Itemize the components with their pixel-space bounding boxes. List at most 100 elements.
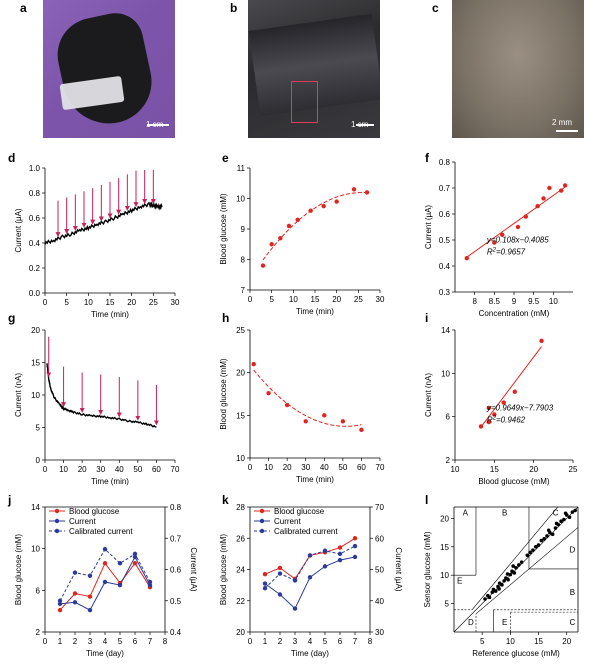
- data-point: [519, 560, 524, 564]
- y-tick-label: 5: [36, 424, 41, 433]
- x-tick-label: 60: [152, 465, 161, 474]
- data-point: [303, 419, 308, 424]
- y-tick-label: 0.5: [439, 236, 451, 245]
- x-tick-label: 6: [338, 637, 343, 646]
- y-tick-label: 0.6: [29, 214, 41, 223]
- panel-letter-c: c: [432, 1, 439, 15]
- x-tick-label: 10: [451, 465, 460, 474]
- y-tick-label: 8: [241, 256, 246, 265]
- x-tick-label: 0: [43, 298, 48, 307]
- x-axis-label: Time (min): [91, 310, 129, 319]
- y-axis-label: Blood glucose (mM): [219, 358, 228, 429]
- zone-label: B: [570, 588, 575, 597]
- x-tick-label: 25: [149, 298, 158, 307]
- y-tick-label: 25: [236, 326, 245, 335]
- data-point: [545, 534, 549, 538]
- y-tick-label: 20: [440, 514, 449, 523]
- x-tick-label: 40: [320, 463, 329, 472]
- data-point: [87, 573, 93, 578]
- y-tick-label: 0.7: [439, 184, 451, 193]
- y-tick-label: 15: [31, 359, 40, 368]
- data-point: [505, 572, 510, 576]
- data-point: [554, 521, 559, 526]
- r2-sup: 2: [492, 416, 497, 422]
- panel-letter-e: e: [222, 151, 229, 165]
- y-tick-label: 5: [445, 600, 450, 609]
- y-tick-label: 20: [236, 628, 245, 637]
- x-tick-label: 5: [480, 637, 485, 646]
- data-point: [334, 199, 339, 204]
- y-tick-label: 0.0: [29, 289, 41, 298]
- data-point: [340, 419, 346, 424]
- x-tick-label: 5: [64, 298, 69, 307]
- x-tick-label: 5: [118, 637, 123, 646]
- x-tick-label: 9.5: [528, 297, 540, 306]
- trace-line: [44, 201, 163, 245]
- data-point: [359, 427, 364, 433]
- grid-zone-line: [471, 506, 558, 611]
- data-point: [493, 589, 498, 593]
- y-axis-label: Current (μA): [424, 205, 433, 250]
- data-point: [57, 601, 63, 607]
- data-point: [132, 551, 138, 557]
- chart-e: 0 5 10 15 20 25 30 7 8 9 10 11 Time (min) Blood gluco…: [219, 164, 385, 316]
- x-tick-label: 50: [133, 465, 142, 474]
- data-point: [497, 587, 501, 591]
- data-point: [486, 405, 492, 411]
- data-point: [492, 412, 497, 417]
- x-tick-label: 20: [529, 465, 538, 474]
- zone-label: E: [502, 618, 507, 627]
- data-point: [512, 389, 517, 394]
- x-tick-label: 40: [115, 465, 124, 474]
- y-tick-label: 0.3: [439, 288, 451, 297]
- data-point: [352, 554, 358, 560]
- data-point: [132, 554, 138, 560]
- data-point: [278, 235, 283, 241]
- data-point: [308, 208, 313, 213]
- data-point: [464, 256, 469, 261]
- panel-letter-d: d: [8, 151, 15, 165]
- data-point: [553, 526, 558, 530]
- panel-letters: a b c d e f g h i j k l: [7, 1, 439, 507]
- data-point: [525, 553, 530, 558]
- data-point: [266, 390, 271, 396]
- x-tick-label: 8: [472, 297, 477, 306]
- y-axis-label: Sensor glucose (mM): [423, 531, 432, 607]
- chart-g: 0 10 20 30 40 50 60 70 0 5 10 15 20 Time (min) Current…: [14, 326, 180, 486]
- y-axis-label: Blood glucose (mM): [14, 534, 23, 605]
- y-axis-label: Blood glucose (mM): [219, 534, 228, 605]
- y-tick-label: 2: [36, 628, 41, 637]
- x-tick-label: 10: [506, 637, 515, 646]
- legend-label: Calibrated current: [274, 527, 338, 536]
- y-tick-label: 26: [236, 534, 245, 543]
- x-tick-label: 0: [248, 295, 253, 304]
- trace-line: [46, 363, 157, 428]
- y-tick-label: 7: [241, 286, 246, 295]
- y2-tick-label: 50: [375, 566, 384, 575]
- data-point: [533, 544, 538, 549]
- data-point: [351, 187, 357, 192]
- grid-zone-line: [475, 527, 579, 615]
- x-tick-label: 0: [43, 465, 48, 474]
- x-tick-label: 6: [133, 637, 138, 646]
- chart-f: 8 8.5 9 9.5 10 0.3 0.4 0.5 0.6 0.7 0.8 Concentratio…: [424, 158, 573, 318]
- y-tick-label: 1.0: [29, 164, 41, 173]
- x-tick-label: 4: [308, 637, 313, 646]
- legend-marker: [54, 528, 60, 534]
- data-point: [562, 183, 568, 188]
- x-tick-label: 0: [248, 637, 253, 646]
- legend-marker: [54, 508, 60, 514]
- y-axis-label: Blood glucose (mM): [219, 193, 228, 264]
- data-point: [483, 597, 487, 601]
- zone-label: A: [463, 509, 469, 518]
- y-tick-label: 0.8: [29, 189, 41, 198]
- data-point: [292, 578, 298, 583]
- data-point: [539, 538, 544, 543]
- fit-r2: R2=0.9462: [487, 416, 526, 425]
- scalebar-label-a: 1 cm: [146, 120, 164, 129]
- y-tick-label: 2: [446, 456, 451, 465]
- data-point: [563, 511, 568, 516]
- panel-letter-j: j: [7, 493, 11, 507]
